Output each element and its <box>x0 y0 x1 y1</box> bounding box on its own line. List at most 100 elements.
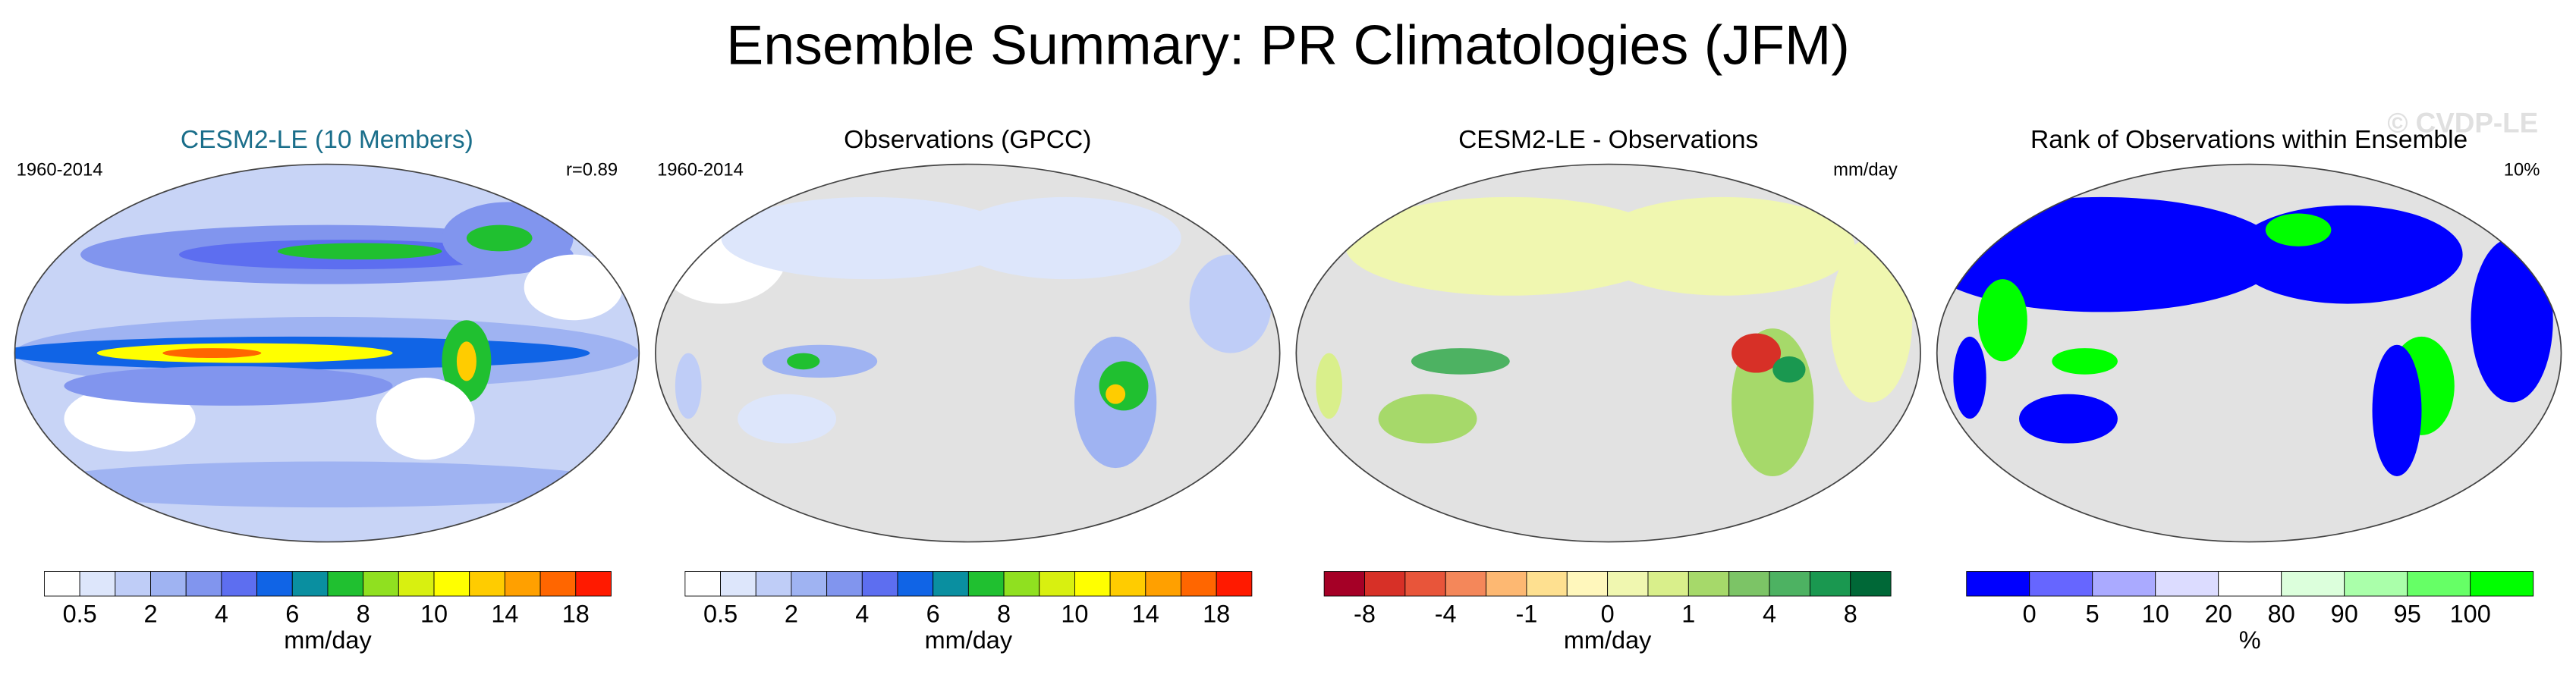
map-field <box>2471 238 2553 403</box>
watermark: © CVDP-LE <box>2387 107 2538 138</box>
colorbar-box <box>933 571 969 597</box>
map-field <box>1772 356 1806 383</box>
colorbar-box <box>826 571 863 597</box>
map-field <box>1977 279 2027 362</box>
map-outline <box>14 163 640 543</box>
colorbar-box <box>1526 571 1568 597</box>
colorbar-box <box>1109 571 1146 597</box>
panel-title: Observations (GPCC) <box>844 126 1091 154</box>
colorbar-box <box>2029 571 2093 597</box>
colorbar-box <box>1687 571 1730 597</box>
colorbar-box <box>2218 571 2282 597</box>
colorbar-label: 90 <box>2331 601 2358 628</box>
colorbar-unit: mm/day <box>925 626 1013 654</box>
colorbar-label: 18 <box>562 601 590 628</box>
colorbar-box <box>504 571 541 597</box>
figure-title: Ensemble Summary: PR Climatologies (JFM) <box>726 13 1850 76</box>
colorbar-label: 6 <box>926 601 940 628</box>
map <box>1936 164 2562 542</box>
map-field <box>466 224 533 252</box>
colorbar-label: -8 <box>1354 601 1376 628</box>
map-field <box>951 196 1181 280</box>
colorbar-label: 100 <box>2450 601 2491 628</box>
colorbar-label: 4 <box>855 601 869 628</box>
map-field <box>2232 205 2463 304</box>
colorbar-box <box>469 571 505 597</box>
colorbar-box <box>1809 571 1851 597</box>
colorbar-box <box>967 571 1005 597</box>
colorbar-box <box>2092 571 2156 597</box>
map-field <box>1099 361 1149 411</box>
colorbar-box <box>256 571 293 597</box>
colorbar-box <box>1003 571 1040 597</box>
colorbar-box <box>1445 571 1486 597</box>
panel: Observations (GPCC) 1960-2014 0.5 2 4 6 8 10 14 1… <box>655 126 1281 654</box>
colorbar-box <box>1216 571 1253 597</box>
colorbar-label: 8 <box>1844 601 1857 628</box>
colorbar-box <box>1039 571 1075 597</box>
colorbar-label: 8 <box>997 601 1011 628</box>
colorbar-box <box>1074 571 1111 597</box>
colorbar-label: 10 <box>2142 601 2169 628</box>
map-field <box>1953 336 1986 419</box>
map-outline <box>1295 163 1921 543</box>
map-field <box>456 341 477 381</box>
colorbar-box <box>1181 571 1217 597</box>
colorbar-box <box>539 571 577 597</box>
map-field <box>162 348 262 359</box>
colorbar-label: 0.5 <box>703 601 738 628</box>
map-field <box>2372 344 2422 476</box>
map-field <box>1189 254 1272 353</box>
colorbar-label: 4 <box>215 601 228 628</box>
colorbar-box <box>720 571 756 597</box>
colorbar-label: 2 <box>785 601 798 628</box>
colorbar-box <box>1769 571 1810 597</box>
colorbar-label: 4 <box>1763 601 1776 628</box>
colorbar-label: 95 <box>2394 601 2421 628</box>
colorbar-box <box>44 571 80 597</box>
colorbar-label: 10 <box>1061 601 1088 628</box>
panel-title: Rank of Observations within Ensemble <box>2030 126 2467 154</box>
colorbar-label: 20 <box>2205 601 2232 628</box>
colorbar-unit: mm/day <box>284 626 372 654</box>
colorbar-box <box>1850 571 1892 597</box>
colorbar-box <box>2470 571 2534 597</box>
map-field <box>64 366 393 406</box>
colorbar-box <box>79 571 116 597</box>
map <box>14 164 640 542</box>
map-field <box>1830 238 1913 403</box>
colorbar-box <box>1607 571 1649 597</box>
left-label: 1960-2014 <box>17 160 103 180</box>
colorbar-box <box>1404 571 1446 597</box>
map-field <box>1345 196 1675 296</box>
map-field <box>675 353 702 419</box>
colorbar-box <box>327 571 364 597</box>
panel-title: CESM2-LE (10 Members) <box>181 126 473 154</box>
map <box>1296 164 1921 542</box>
colorbar-label: 2 <box>143 601 157 628</box>
map-field <box>1316 353 1342 419</box>
map-field <box>524 254 623 321</box>
map-field <box>2265 213 2332 246</box>
colorbar-box <box>1364 571 1406 597</box>
colorbar-label: 1 <box>1681 601 1695 628</box>
colorbar-label: 18 <box>1203 601 1230 628</box>
map-field <box>787 353 820 370</box>
colorbar-box <box>291 571 329 597</box>
colorbar-label: 0.5 <box>63 601 97 628</box>
panel: CESM2-LE - Observations mm/day -8 -4 -1 0 1 4 8 m… <box>1295 126 1921 654</box>
left-label: 1960-2014 <box>657 160 744 180</box>
colorbar-box <box>115 571 151 597</box>
panel: Rank of Observations within Ensemble 10% 0… <box>1936 126 2562 654</box>
colorbar-label: -4 <box>1435 601 1457 628</box>
colorbar-label: 8 <box>357 601 370 628</box>
panel: CESM2-LE (10 Members) 1960-2014 r=0.89 0.5 2… <box>14 126 640 654</box>
colorbar-box <box>221 571 258 597</box>
colorbar-box <box>861 571 898 597</box>
map-outline <box>1936 163 2562 543</box>
colorbar-box <box>150 571 187 597</box>
colorbar-box <box>398 571 435 597</box>
colorbar-label: 5 <box>2086 601 2099 628</box>
map-field <box>1411 348 1510 375</box>
